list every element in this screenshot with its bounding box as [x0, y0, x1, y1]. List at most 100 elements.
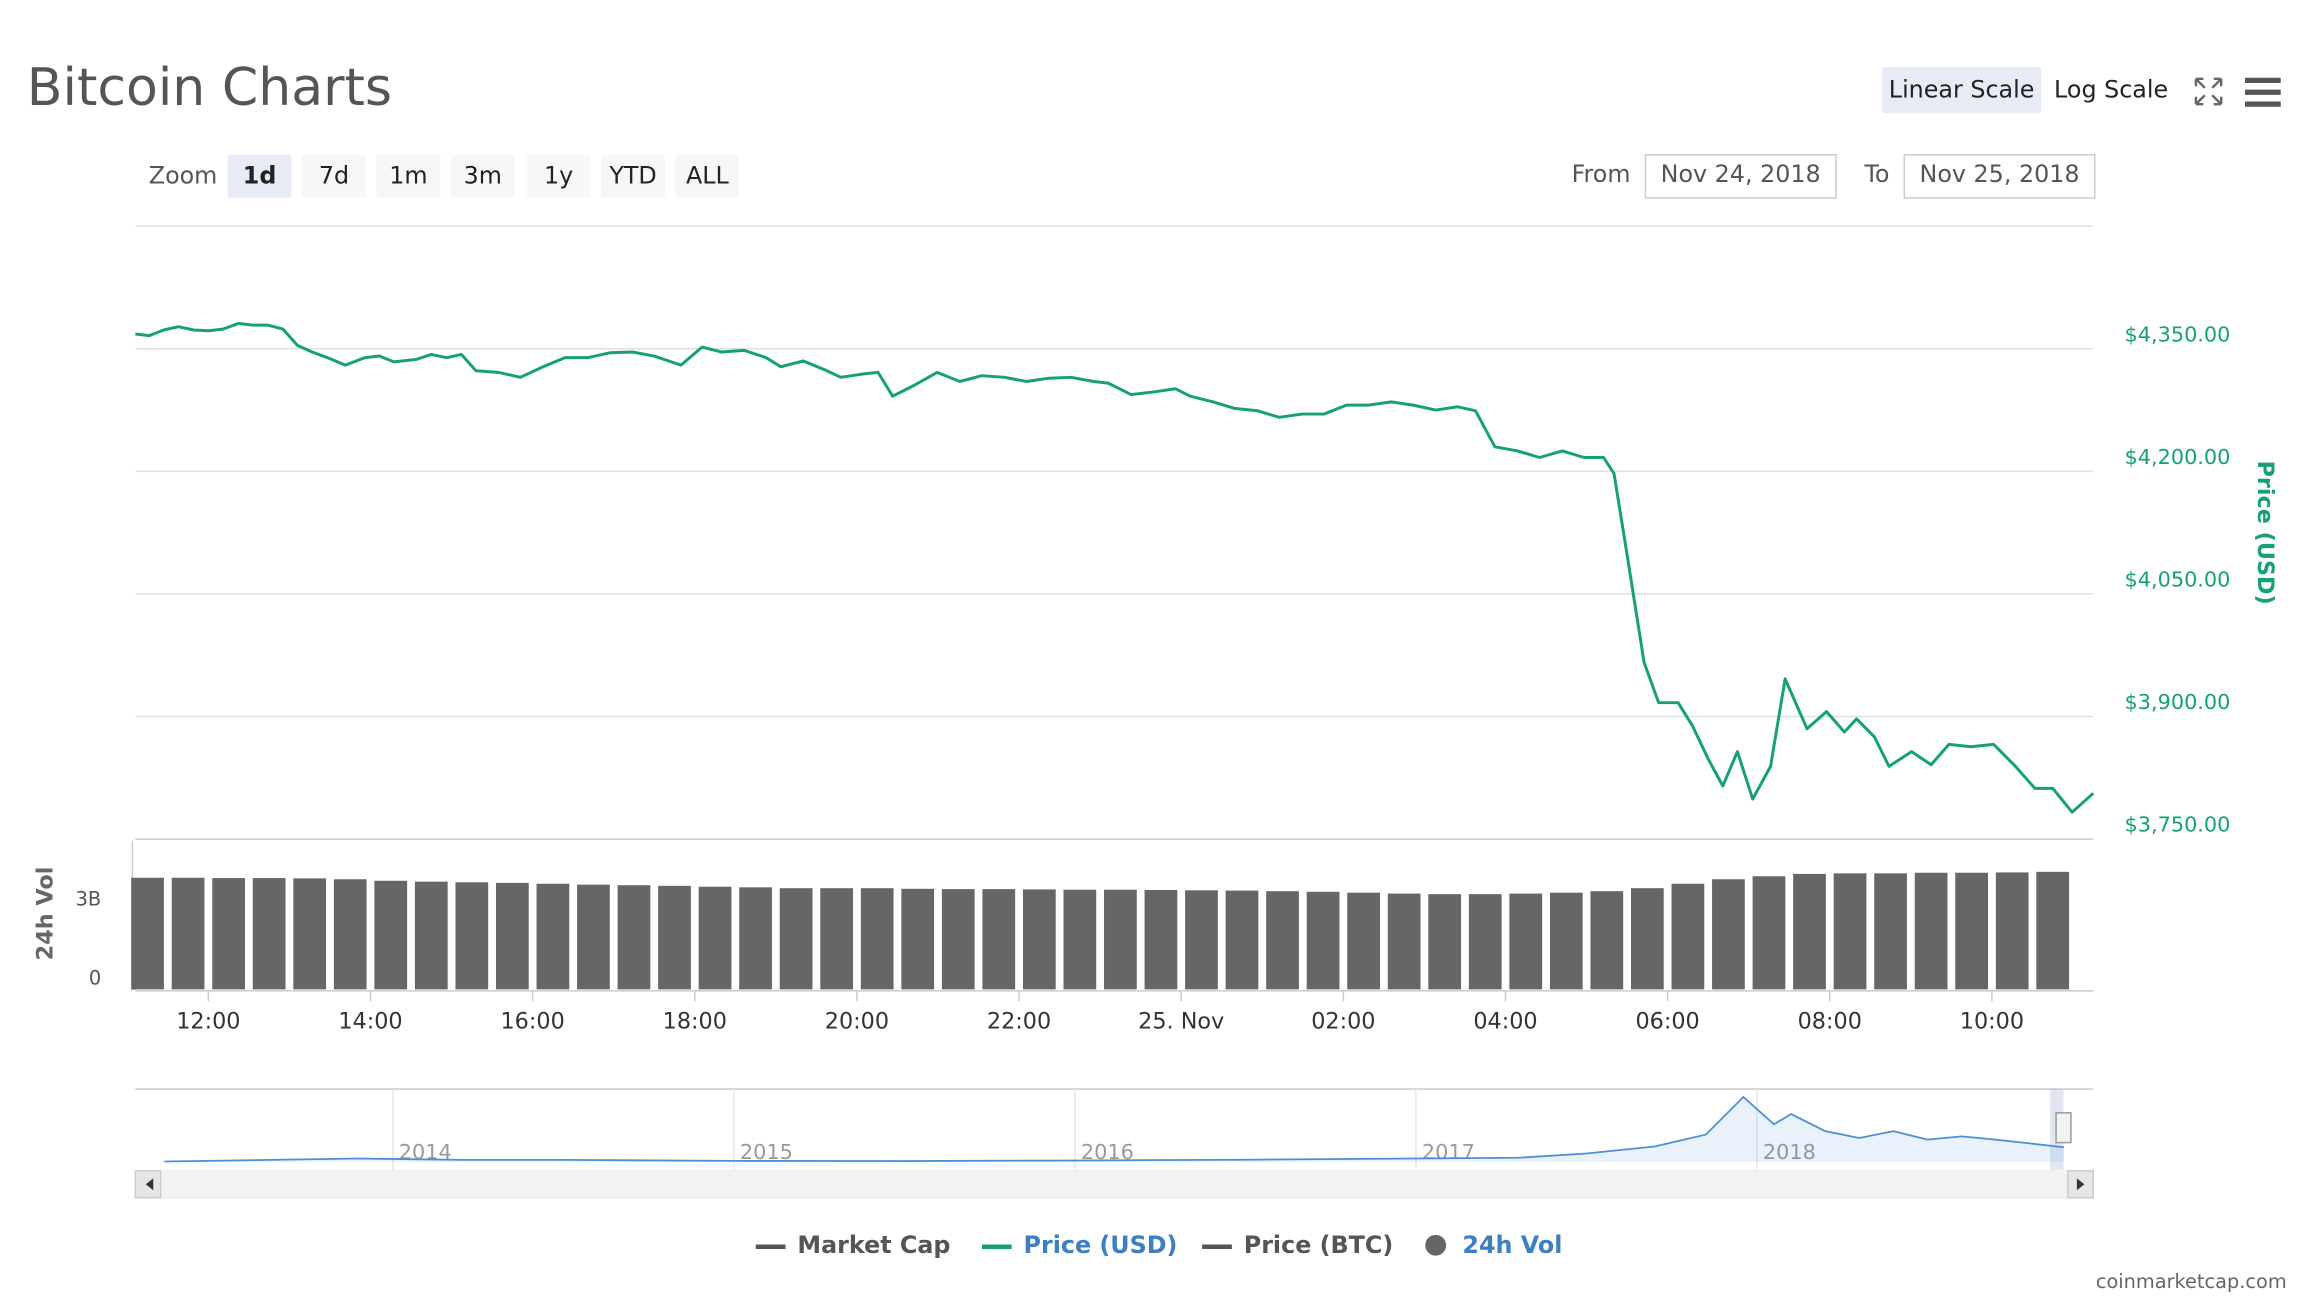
y2-tick-label: 3B — [76, 888, 102, 911]
zoom-button-label[interactable]: YTD — [608, 162, 656, 190]
chart-title: Bitcoin Charts — [27, 58, 392, 118]
volume-bar — [1468, 894, 1502, 990]
legend-label[interactable]: Price (USD) — [1024, 1231, 1178, 1259]
volume-bar — [455, 882, 489, 990]
volume-bar — [1225, 890, 1259, 990]
menu-icon[interactable] — [2245, 77, 2281, 107]
navigator-tick-label: 2017 — [1422, 1140, 1475, 1164]
volume-bar — [1022, 889, 1056, 990]
volume-bar — [414, 881, 448, 990]
volume-bar — [820, 888, 854, 990]
zoom-button[interactable] — [601, 154, 666, 198]
y-tick-label: $4,050.00 — [2124, 568, 2230, 592]
y-axis-title: Price (USD) — [2252, 461, 2278, 605]
x-tick-label: 04:00 — [1473, 1009, 1537, 1035]
range-from-input[interactable] — [1644, 154, 1837, 199]
volume-bar — [1549, 892, 1583, 990]
volume-bar — [1063, 889, 1097, 990]
volume-bar — [739, 887, 772, 990]
scale-button[interactable] — [1881, 66, 2042, 114]
volume-bar — [1185, 890, 1218, 990]
legend-symbol[interactable] — [1425, 1234, 1447, 1256]
x-tick-label: 12:00 — [176, 1009, 240, 1035]
volume-bar — [1712, 879, 1745, 990]
zoom-button[interactable] — [526, 154, 591, 198]
navigator-tick-label: 2018 — [1763, 1140, 1816, 1164]
range-from-label: From — [1572, 160, 1631, 188]
zoom-button-label[interactable]: 1d — [243, 162, 277, 190]
x-tick-label: 06:00 — [1635, 1009, 1699, 1035]
zoom-button-label[interactable]: ALL — [686, 162, 730, 190]
volume-bar — [293, 878, 327, 990]
x-tick-label: 10:00 — [1960, 1009, 2024, 1035]
volume-bar — [1671, 883, 1705, 990]
x-tick-label: 18:00 — [663, 1009, 727, 1035]
scroll-left-arrow — [145, 1178, 154, 1191]
volume-bar — [1833, 873, 1867, 990]
zoom-label: Zoom — [149, 162, 218, 190]
volume-bar — [1590, 891, 1624, 990]
price-line — [135, 321, 2095, 814]
volume-bar — [496, 882, 529, 990]
navigator-tick-label: 2015 — [740, 1140, 793, 1164]
range-to-value[interactable]: Nov 25, 2018 — [1920, 160, 2080, 188]
scrollbar-track[interactable] — [135, 1169, 2094, 1200]
volume-bar — [333, 879, 367, 990]
zoom-button[interactable] — [302, 154, 366, 198]
volume-bar — [1428, 894, 1462, 990]
zoom-button[interactable] — [450, 154, 515, 198]
volume-bar — [1387, 893, 1421, 990]
volume-bar — [860, 888, 894, 990]
volume-bar — [1306, 891, 1340, 990]
volume-bar — [1752, 876, 1786, 990]
volume-bar — [252, 878, 286, 990]
volume-bar — [1793, 873, 1826, 990]
volume-bar — [1874, 873, 1907, 990]
navigator-handle[interactable] — [2055, 1112, 2072, 1144]
y-tick-label: $4,200.00 — [2124, 445, 2230, 469]
volume-bar — [698, 886, 732, 990]
zoom-button[interactable] — [376, 154, 441, 198]
volume-bar — [658, 885, 691, 990]
volume-bar — [941, 889, 975, 990]
x-tick-label: 22:00 — [987, 1009, 1051, 1035]
volume-bar — [1630, 888, 1664, 990]
volume-bar — [212, 878, 245, 990]
fullscreen-icon[interactable] — [2194, 77, 2223, 106]
scale-button-label[interactable]: Log Scale — [2054, 75, 2168, 103]
volume-bar — [1347, 892, 1380, 990]
y-tick-label: $3,750.00 — [2124, 813, 2230, 837]
zoom-button-label[interactable]: 3m — [464, 162, 502, 190]
volume-bar — [1104, 889, 1137, 990]
volume-bar — [1509, 893, 1543, 990]
x-tick-label: 02:00 — [1311, 1009, 1375, 1035]
volume-bar — [901, 888, 935, 990]
volume-bar — [171, 877, 205, 990]
scale-button-label[interactable]: Linear Scale — [1889, 75, 2035, 103]
volume-bar — [2036, 871, 2070, 990]
credit[interactable]: coinmarketcap.com — [2096, 1270, 2287, 1293]
legend-label[interactable]: Price (BTC) — [1244, 1231, 1393, 1259]
volume-bar — [1955, 872, 1989, 990]
scroll-right-arrow — [2076, 1178, 2085, 1191]
zoom-button-label[interactable]: 7d — [319, 162, 349, 190]
navigator-line — [164, 1095, 2065, 1163]
range-to-label: To — [1863, 160, 1889, 188]
volume-bar — [1995, 872, 2029, 990]
legend-label[interactable]: 24h Vol — [1462, 1231, 1562, 1259]
zoom-button[interactable] — [675, 154, 740, 198]
volume-bar — [577, 884, 610, 990]
zoom-button-label[interactable]: 1y — [544, 162, 573, 190]
y-tick-label: $3,900.00 — [2124, 690, 2230, 714]
volume-bar — [617, 885, 651, 990]
volume-bar — [1144, 889, 1178, 990]
menu-icons[interactable] — [2194, 77, 2281, 107]
zoom-button-label[interactable]: 1m — [389, 162, 427, 190]
legend-label[interactable]: Market Cap — [797, 1231, 950, 1259]
volume-bar — [779, 888, 813, 990]
zoom-button[interactable] — [227, 154, 292, 198]
range-to-input[interactable] — [1903, 154, 2096, 199]
range-from-value[interactable]: Nov 24, 2018 — [1661, 160, 1821, 188]
